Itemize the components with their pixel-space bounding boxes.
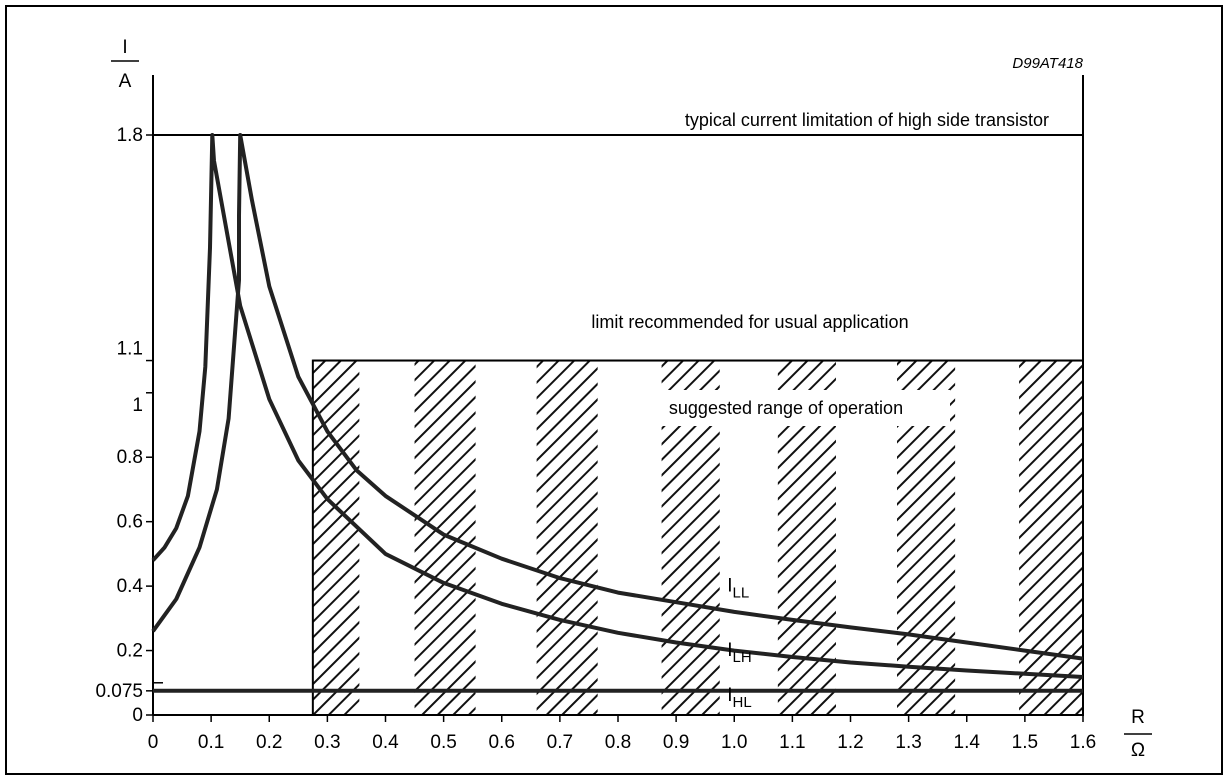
axis-ticks: 0 0.1 0.2 0.3 0.4 0.5 0.6 0.7 0.8 0.9 1.0 1.1 1.2 1.3… xyxy=(95,125,1096,753)
x-tick-label: 1.0 xyxy=(721,732,747,753)
x-tick-label: 0 xyxy=(148,732,159,753)
x-tick-label: 0.2 xyxy=(256,732,282,753)
curves xyxy=(151,133,1084,693)
high-side-limit-label: typical current limitation of high side … xyxy=(685,110,1049,130)
x-tick-label: 1.6 xyxy=(1070,732,1096,753)
x-tick-label: 0.7 xyxy=(547,732,573,753)
y-tick-label: 0.4 xyxy=(117,576,144,597)
y-tick-label: 0.075 xyxy=(95,681,143,702)
x-tick-label: 1.4 xyxy=(954,732,981,753)
suggested-range-label-background xyxy=(622,390,950,426)
series-label-lh: ILH xyxy=(727,640,751,666)
y-tick-label: 0.2 xyxy=(117,641,143,662)
x-tick-label: 0.9 xyxy=(663,732,689,753)
hatch-band xyxy=(414,360,476,715)
y-tick-label: 1.8 xyxy=(117,125,143,146)
series-line-lh xyxy=(151,133,1084,661)
x-tick-label: 0.8 xyxy=(605,732,631,753)
outer-frame xyxy=(5,5,1223,775)
diagram-code: D99AT418 xyxy=(1012,55,1083,72)
x-tick-label: 0.4 xyxy=(372,732,399,753)
x-tick-label: 0.1 xyxy=(198,732,224,753)
y-tick-label: 1 xyxy=(132,395,143,416)
y-tick-label: 0.8 xyxy=(117,447,143,468)
y-tick-label: 0 xyxy=(132,705,143,726)
suggested-range-label: suggested range of operation xyxy=(669,398,903,418)
y-unit-denominator: A xyxy=(119,71,132,92)
y-tick-label: 1.1 xyxy=(117,339,143,360)
x-unit-denominator: Ω xyxy=(1131,740,1145,761)
series-line-ll xyxy=(151,133,1084,679)
y-tick-label: 0.6 xyxy=(117,512,143,533)
x-tick-label: 0.6 xyxy=(489,732,515,753)
y-unit-numerator: I xyxy=(122,37,127,58)
hatch-band xyxy=(536,360,598,715)
x-tick-label: 1.3 xyxy=(895,732,921,753)
hatch-band xyxy=(1019,360,1083,715)
recommended-limit-label: limit recommended for usual application xyxy=(591,312,908,332)
x-tick-label: 1.5 xyxy=(1012,732,1038,753)
series-labels: ILL ILH IHL xyxy=(727,575,751,711)
x-tick-label: 0.3 xyxy=(314,732,340,753)
series-label-ll: ILL xyxy=(727,575,749,601)
x-tick-label: 1.2 xyxy=(837,732,863,753)
x-tick-label: 0.5 xyxy=(430,732,456,753)
x-tick-label: 1.1 xyxy=(779,732,805,753)
series-label-hl: IHL xyxy=(727,685,751,711)
x-unit-numerator: R xyxy=(1131,707,1145,728)
